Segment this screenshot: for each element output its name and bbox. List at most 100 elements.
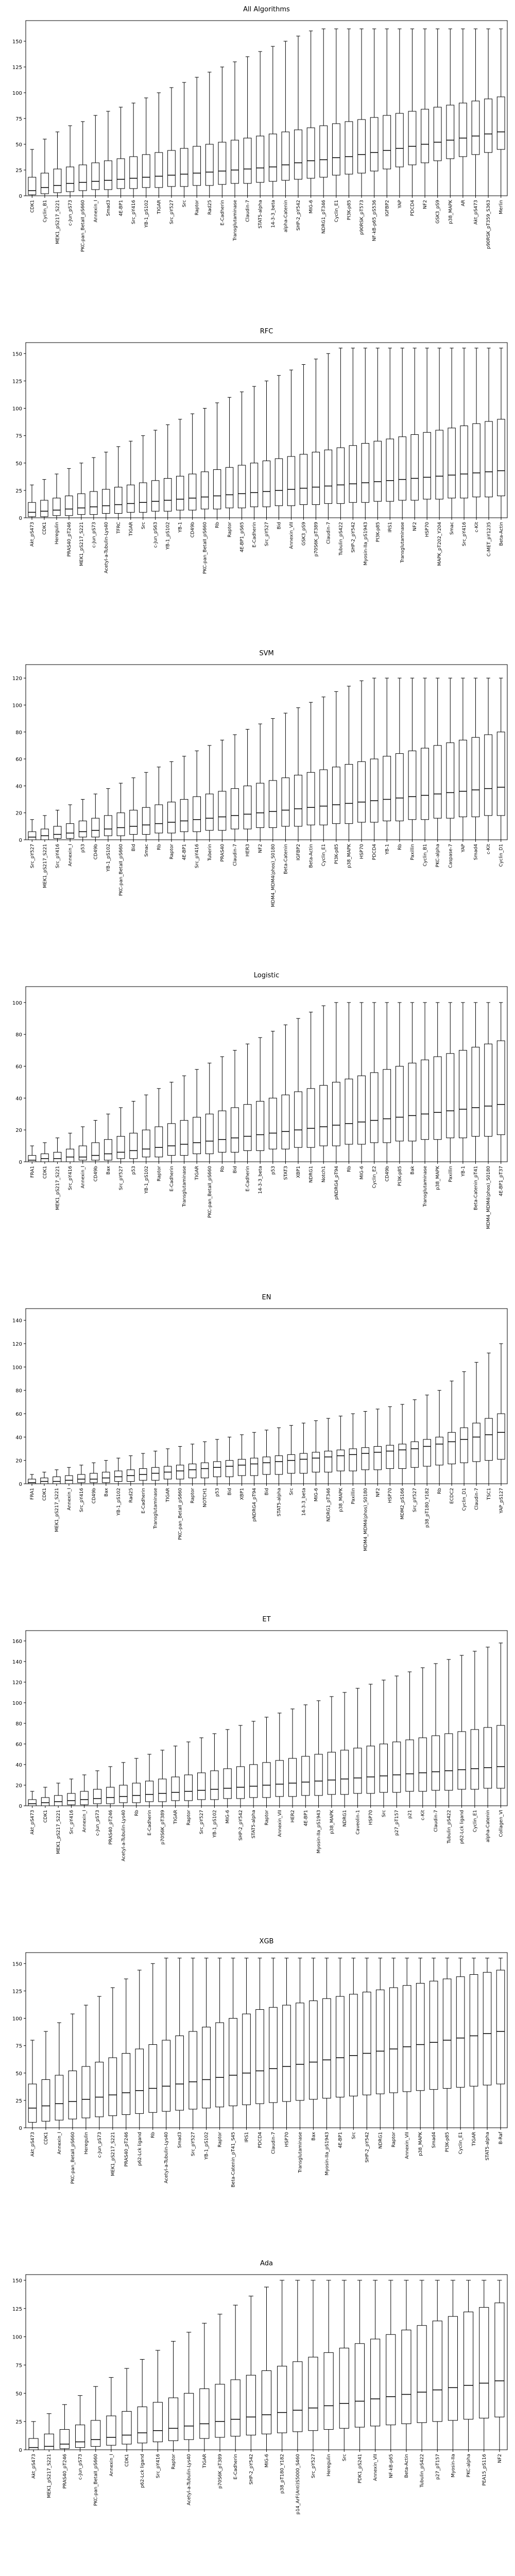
x-tick-label: PKC-pan_BetaII_pS660 — [94, 2454, 99, 2506]
x-tick-label: PKC-pan_BetaII_pS660 — [71, 2132, 76, 2184]
box — [205, 793, 214, 831]
x-tick-label: c-Jun_pS73 — [95, 1810, 100, 1836]
box — [379, 1743, 388, 1793]
box — [383, 115, 391, 170]
box — [306, 127, 315, 179]
x-tick-label: CD49b — [93, 1166, 98, 1182]
x-tick-label: Cyclin_E1 — [458, 2132, 464, 2154]
x-tick-label: Myosin-IIa_pS1943 — [317, 1810, 322, 1853]
box — [357, 761, 366, 823]
x-tick-label: Bid — [277, 522, 282, 529]
box — [432, 2320, 442, 2422]
x-tick-label: Cyclin_E1 — [334, 200, 339, 222]
x-tick-label: c-Jun_pS73 — [68, 200, 73, 226]
y-tick-label: 150 — [12, 39, 22, 45]
box — [148, 2044, 158, 2113]
x-tick-label: Cyclin_E2 — [372, 1166, 377, 1188]
box — [402, 1985, 411, 2092]
x-tick-label: YB-1_pS102 — [212, 1810, 217, 1838]
x-tick-label: HER3 — [246, 844, 251, 856]
box — [349, 1448, 357, 1471]
x-tick-label: p38_MAPK — [347, 843, 352, 868]
box — [231, 140, 239, 184]
box — [102, 489, 110, 514]
x-tick-label: c-Jun_pS73 — [92, 522, 97, 548]
x-tick-label: pNDRG4_pT94 — [252, 1488, 258, 1522]
x-tick-label: 4E-BP1_pT37 — [499, 1166, 504, 1196]
box — [410, 1441, 419, 1468]
box — [299, 1453, 308, 1474]
box — [53, 168, 62, 193]
x-tick-label: Bak — [410, 1165, 415, 1175]
box — [54, 1795, 63, 1806]
x-tick-label: YB-1_pS102 — [116, 1488, 122, 1516]
box — [301, 1756, 310, 1796]
x-tick-label: STAT5-alpha — [277, 1488, 282, 1516]
box — [373, 1446, 382, 1470]
x-tick-label: Annexin_VII — [373, 2454, 379, 2481]
x-tick-label: PKC-pan_BetaII_pS660 — [81, 200, 86, 252]
x-tick-label: Beta-Catenin — [283, 844, 288, 874]
box — [28, 831, 37, 840]
box — [116, 812, 125, 836]
x-tick-label: Raptor — [191, 1488, 196, 1503]
x-tick-label: alpha-Catenin — [486, 1810, 491, 1842]
x-tick-label: PI3K-p85 — [347, 200, 352, 220]
x-tick-label: YB-1_pS102 — [204, 2132, 210, 2160]
x-tick-label: MDM4_MDM4(phos)_S0180 — [486, 1166, 491, 1229]
x-tick-label: Raptor — [265, 1810, 270, 1825]
x-tick-label: Smad3 — [178, 2132, 183, 2148]
x-tick-label: Transglutaminase — [298, 2132, 303, 2174]
x-tick-label: Raptor — [169, 844, 175, 859]
box — [151, 1467, 160, 1481]
y-tick-label: 0 — [19, 1482, 22, 1487]
box — [460, 1427, 468, 1463]
y-tick-label: 0 — [19, 2126, 22, 2131]
x-tick-label: PDCD4 — [410, 200, 415, 216]
box — [294, 1091, 302, 1148]
x-tick-label: Paxillin — [351, 1488, 356, 1504]
x-tick-label: p62-Lck ligand — [140, 2454, 145, 2488]
y-tick-label: 150 — [12, 2278, 22, 2284]
box — [104, 815, 112, 836]
x-tick-label: Heregulin — [84, 2132, 89, 2154]
box — [417, 2325, 427, 2423]
box — [484, 1727, 492, 1789]
x-tick-label: MDM4_MDM4(phos)_S0180 — [363, 1488, 368, 1551]
box — [332, 1081, 340, 1146]
x-tick-label: p38_MAPK — [338, 1487, 344, 1512]
x-tick-label: MIG-6 — [309, 200, 314, 214]
x-tick-label: p70S6K_pT389 — [160, 1810, 165, 1845]
box — [193, 146, 201, 186]
x-tick-label: SHP-2_pY542 — [238, 1810, 244, 1841]
x-tick-label: Annexin_I — [68, 844, 73, 867]
box — [175, 2036, 184, 2111]
box — [274, 1455, 283, 1475]
x-tick-label: 4E-BP1 — [119, 200, 124, 216]
x-tick-label: HSP70 — [425, 522, 430, 537]
y-tick-label: 160 — [12, 1639, 22, 1645]
x-tick-label: CD49b — [385, 1166, 390, 1182]
y-tick-label: 60 — [15, 1064, 22, 1070]
y-tick-label: 100 — [12, 703, 22, 708]
box — [429, 1980, 438, 2090]
x-tick-label: Caspase-7 — [448, 844, 453, 868]
box — [484, 98, 492, 153]
box — [205, 144, 214, 186]
box — [55, 2075, 64, 2121]
box — [53, 1476, 61, 1484]
box — [168, 2397, 179, 2441]
box — [184, 1774, 193, 1801]
x-tick-label: p62-Lck ligand — [138, 2132, 143, 2166]
box — [433, 745, 442, 819]
box — [184, 2393, 194, 2440]
x-tick-label: STAT3 — [283, 1166, 288, 1180]
x-tick-label: NDRG1_pT346 — [321, 200, 327, 234]
box — [193, 796, 201, 832]
x-tick-label: MEK1_pS217_S221 — [56, 200, 61, 244]
y-tick-label: 125 — [12, 2307, 22, 2312]
box — [293, 2361, 303, 2432]
x-tick-label: Transglutaminase — [182, 1166, 187, 1208]
x-tick-label: TIGAR — [472, 2132, 477, 2147]
x-tick-label: Src_pY527 — [413, 1488, 418, 1512]
